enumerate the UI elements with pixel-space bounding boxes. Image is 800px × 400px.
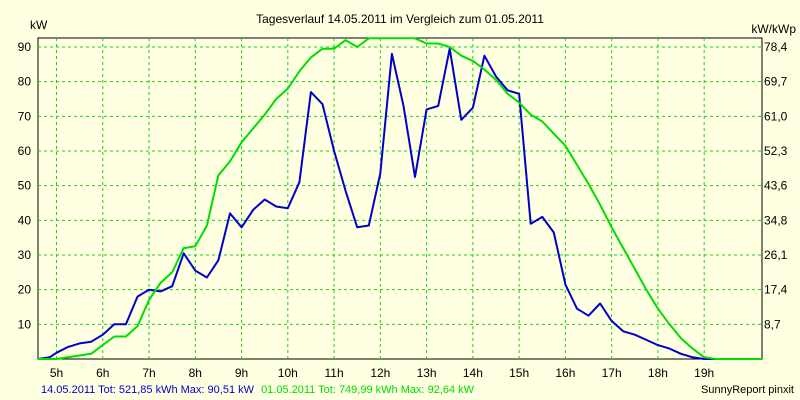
x-tick-label: 15h (509, 366, 529, 380)
y-tick-label-right: 26,1 (764, 248, 788, 262)
y-tick-label-left: 90 (18, 40, 32, 54)
x-tick-label: 19h (694, 366, 714, 380)
x-tick-label: 9h (235, 366, 248, 380)
y-tick-label-left: 10 (18, 317, 32, 331)
grid-layer (38, 38, 762, 359)
y-tick-label-right: 52,3 (764, 144, 788, 158)
x-tick-label: 16h (555, 366, 575, 380)
chart-title: Tagesverlauf 14.05.2011 im Vergleich zum… (256, 12, 544, 26)
x-tick-label: 7h (142, 366, 155, 380)
tick-layer: 5h 6h 7h 8h 9h 10h 11h 12h 13h 14h 15h 16h 17h 18h 19h… (18, 40, 788, 380)
legend-entry-series-1: 14.05.2011 Tot: 521,85 kWh Max: 90,51 kW (41, 384, 255, 396)
y-tick-label-right: 61,0 (764, 109, 788, 123)
x-tick-label: 11h (325, 366, 344, 380)
series-line-1 (37, 47, 728, 360)
y-tick-label-left: 20 (18, 283, 32, 297)
footer-credit: SunnyReport pinxit (701, 384, 794, 396)
y-tick-label-left: 80 (18, 75, 32, 89)
x-tick-label: 12h (370, 366, 390, 380)
y-tick-label-left: 40 (18, 213, 32, 227)
y-tick-label-left: 70 (18, 109, 32, 123)
x-tick-label: 14h (463, 366, 483, 380)
y-tick-label-right: 69,7 (764, 75, 788, 89)
y-tick-label-right: 34,8 (764, 213, 788, 227)
y-tick-label-left: 30 (18, 248, 32, 262)
footer-legend: 14.05.2011 Tot: 521,85 kWh Max: 90,51 kW… (41, 384, 475, 396)
y-tick-label-right: 8,7 (764, 317, 781, 331)
y-tick-label-right: 17,4 (764, 283, 788, 297)
y-tick-label-left: 60 (18, 144, 32, 158)
series-layer (37, 37, 762, 360)
series-line-2 (38, 37, 762, 360)
x-tick-label: 18h (648, 366, 668, 380)
y-tick-label-right: 43,6 (764, 179, 788, 193)
x-tick-label: 6h (96, 366, 109, 380)
y-axis-unit-left: kW (30, 18, 48, 32)
y-axis-unit-right: kW/kWp (751, 22, 796, 36)
y-tick-label-left: 50 (18, 179, 32, 193)
x-tick-label: 5h (50, 366, 63, 380)
x-tick-label: 17h (602, 366, 622, 380)
x-tick-label: 10h (278, 366, 298, 380)
x-tick-label: 13h (417, 366, 437, 380)
y-tick-label-right: 78,4 (764, 40, 788, 54)
legend-entry-series-2: 01.05.2011 Tot: 749,99 kWh Max: 92,64 kW (261, 384, 475, 396)
x-tick-label: 8h (189, 366, 202, 380)
